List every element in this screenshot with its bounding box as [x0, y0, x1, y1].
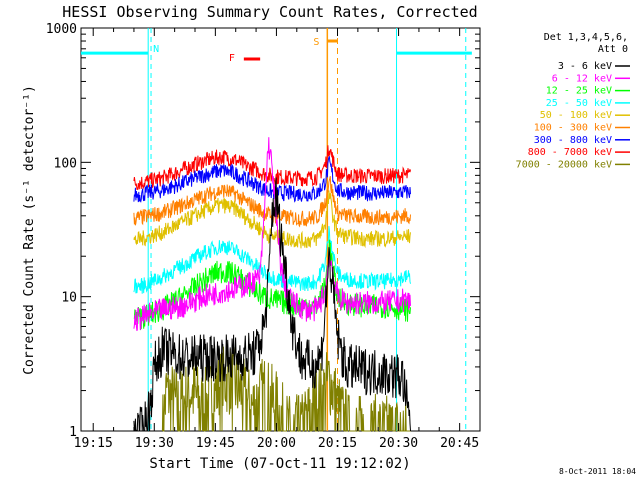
x-tick-label: 19:45	[196, 436, 235, 451]
series-line-25-50-kev	[133, 226, 411, 294]
chart-title: HESSI Observing Summary Count Rates, Cor…	[62, 3, 477, 21]
x-tick-label: 19:15	[74, 436, 113, 451]
y-tick-label: 1	[69, 425, 77, 440]
observing-markers: N S F	[81, 28, 472, 431]
legend-entry-label: 100 - 300 keV	[534, 123, 612, 134]
flare-label: F	[229, 53, 235, 64]
night-label: N	[153, 44, 159, 55]
series-line-300-800-kev	[133, 155, 411, 203]
series-line-50-100-kev	[133, 190, 411, 249]
series-line-7000-20000-kev	[161, 346, 411, 432]
x-tick-label: 20:45	[440, 436, 479, 451]
x-tick-label: 20:15	[318, 436, 357, 451]
x-axis-label: Start Time (07-Oct-11 19:12:02)	[149, 456, 410, 472]
legend-entry-label: 300 - 800 keV	[534, 135, 612, 146]
plot-frame	[80, 27, 481, 432]
legend-entry-label: 6 - 12 keV	[552, 73, 612, 84]
legend-header: Att 0	[598, 44, 628, 55]
y-tick-label: 1000	[46, 22, 77, 37]
x-tick-label: 20:30	[379, 436, 418, 451]
x-tick-label: 20:00	[257, 436, 296, 451]
legend-entry-label: 50 - 100 keV	[540, 110, 612, 121]
y-tick-label: 10	[61, 291, 77, 306]
legend-entry-label: 25 - 50 keV	[546, 98, 612, 109]
axes-group: 19:15 19:30 19:45 20:00 20:15 20:30 20:45 1 10 10…	[46, 22, 481, 451]
series-group	[133, 137, 411, 432]
legend-header: Det 1,3,4,5,6,	[544, 32, 628, 43]
x-tick-label: 19:30	[135, 436, 174, 451]
series-line-3-6-kev	[133, 177, 411, 432]
y-axis-label: Corrected Count Rate (s⁻¹ detector⁻¹)	[22, 85, 37, 375]
y-tick-label: 100	[54, 156, 77, 171]
timestamp: 8-Oct-2011 18:04	[559, 467, 636, 476]
legend-entry-label: 3 - 6 keV	[558, 61, 612, 72]
legend-entry-label: 7000 - 20000 keV	[516, 159, 612, 170]
series-line-6-12-kev	[133, 137, 411, 331]
saa-label: S	[313, 37, 319, 48]
legend-entry-label: 12 - 25 keV	[546, 86, 612, 97]
legend-entry-label: 800 - 7000 keV	[528, 147, 612, 158]
